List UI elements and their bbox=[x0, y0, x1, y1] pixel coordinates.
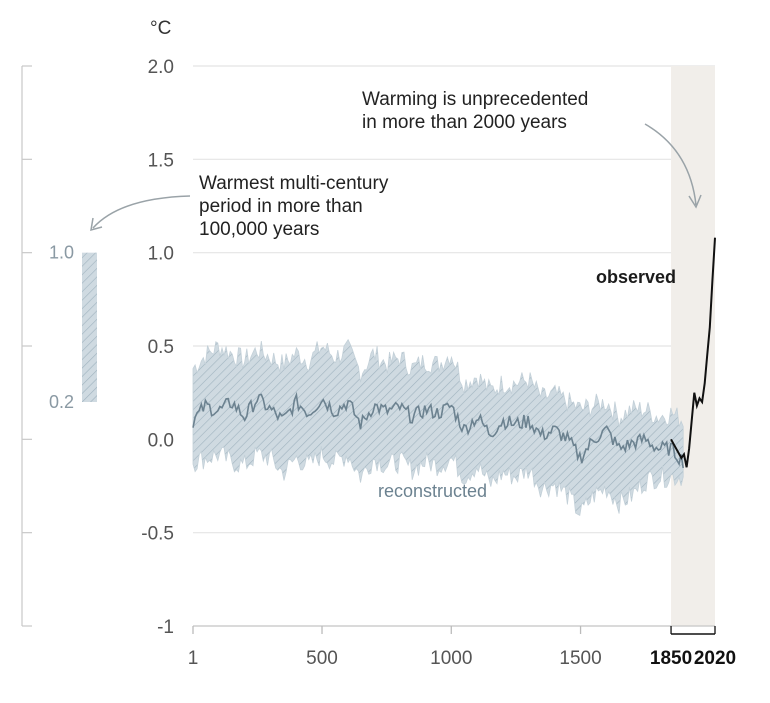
warmest-period-range-bar bbox=[82, 252, 97, 402]
x-tick-label: 1850 bbox=[650, 648, 692, 669]
y-tick-label: 0.5 bbox=[148, 337, 174, 358]
annotation-warmest: Warmest multi-century period in more tha… bbox=[199, 173, 389, 240]
annotation-unprecedented: Warming is unprecedented in more than 20… bbox=[362, 89, 589, 133]
left-axis: 1.0 0.2 bbox=[21, 65, 74, 627]
y-tick-label: -1 bbox=[157, 617, 174, 638]
gridlines bbox=[193, 65, 715, 627]
x-tick-label: 1500 bbox=[559, 648, 601, 669]
y-axis-ticks: 2.0 1.5 1.0 0.5 0.0 -0.5 -1 bbox=[141, 57, 174, 638]
y-tick-label: -0.5 bbox=[141, 524, 174, 545]
reconstructed-uncertainty-band bbox=[192, 338, 684, 517]
series-label-observed: observed bbox=[596, 267, 677, 287]
unit-label: °C bbox=[150, 18, 172, 39]
x-tick-label: 2020 bbox=[694, 648, 736, 669]
observed-line bbox=[670, 237, 716, 468]
arrow-warmest bbox=[90, 195, 191, 232]
reconstructed-line bbox=[192, 391, 684, 469]
series-label-reconstructed: reconstructed bbox=[378, 481, 488, 501]
x-tick-label: 1000 bbox=[430, 648, 472, 669]
y-tick-label: 1.0 bbox=[148, 244, 174, 265]
x-tick-label: 1 bbox=[188, 648, 199, 669]
y-tick-label: 2.0 bbox=[148, 57, 174, 78]
side-tick-label: 0.2 bbox=[49, 392, 74, 412]
side-tick-label: 1.0 bbox=[49, 243, 74, 263]
y-tick-label: 0.0 bbox=[148, 430, 174, 451]
arrow-unprecedented bbox=[644, 123, 702, 209]
x-tick-label: 500 bbox=[306, 648, 338, 669]
x-axis-ticks: 1 500 1000 1500 1850 2020 bbox=[188, 625, 736, 669]
y-tick-label: 1.5 bbox=[148, 150, 174, 171]
